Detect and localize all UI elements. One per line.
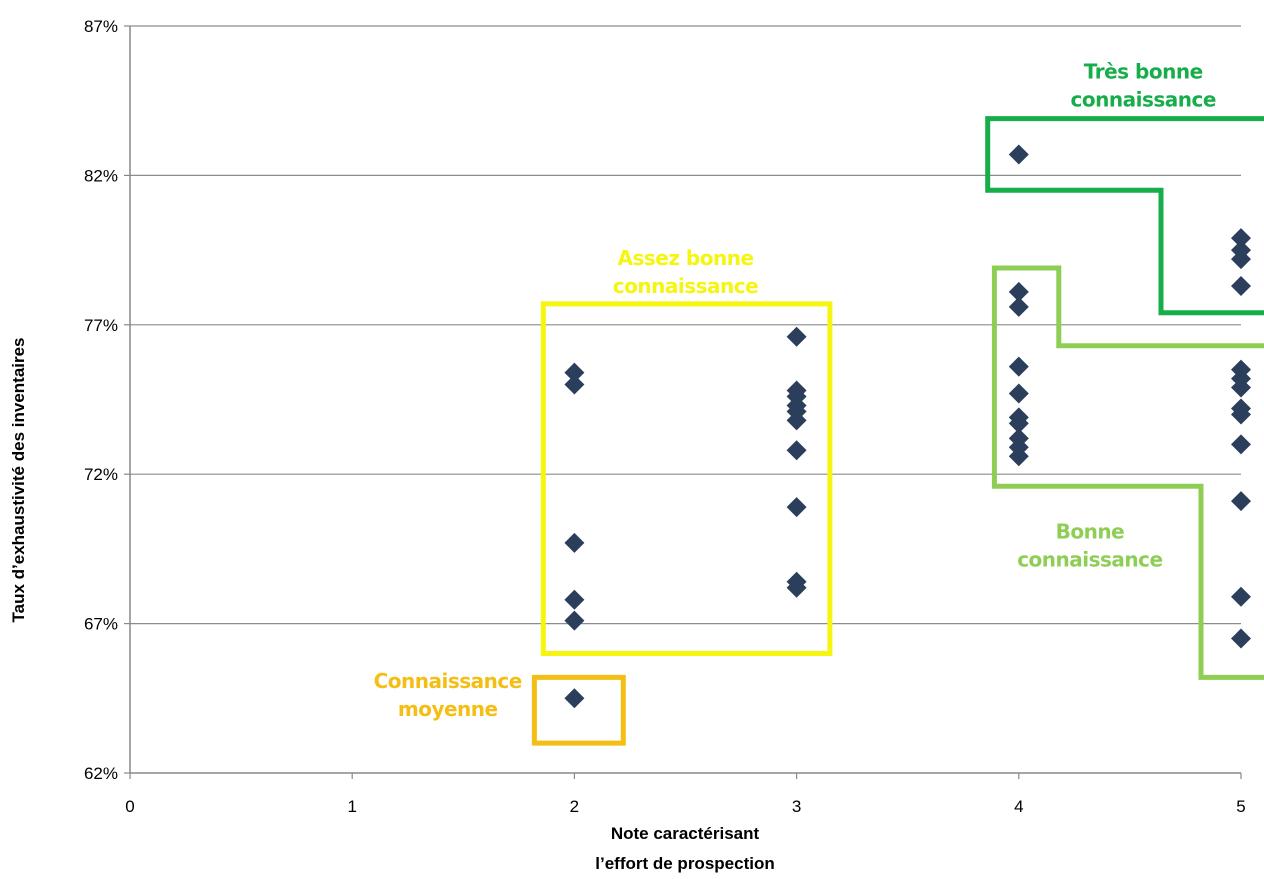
y-tick-label: 77% — [84, 316, 118, 335]
zone-labels: Connaissance moyenne Assez bonne connaissan… — [374, 59, 1217, 721]
data-point — [564, 688, 585, 709]
data-point — [564, 374, 585, 395]
tick-labels: 62% 67% 72% 77% 82% 87% 0 1 2 3 4 5 — [84, 17, 1246, 816]
data-point — [1231, 491, 1251, 512]
y-tick-label: 82% — [84, 166, 118, 185]
data-point — [786, 440, 807, 461]
x-tick-label: 2 — [570, 797, 579, 816]
data-point — [1008, 356, 1029, 377]
data-point — [1231, 398, 1251, 419]
data-point — [1008, 383, 1029, 404]
y-tick-label: 87% — [84, 17, 118, 36]
y-axis-title: Taux d’exhaustivité des inventaires — [9, 337, 28, 622]
data-points — [564, 144, 1251, 709]
y-tick-label: 67% — [84, 615, 118, 634]
x-tick-label: 4 — [1014, 797, 1023, 816]
data-point — [786, 326, 807, 347]
zone-label: connaissance — [1017, 547, 1162, 571]
data-point — [564, 532, 585, 553]
x-axis-title-line-2: l’effort de prospection — [595, 854, 774, 873]
x-tick-label: 3 — [792, 797, 801, 816]
data-point — [1231, 434, 1251, 455]
y-tick-label: 72% — [84, 465, 118, 484]
data-point — [564, 362, 585, 383]
x-tick-label: 0 — [125, 797, 134, 816]
zone-label: Bonne — [1056, 519, 1125, 543]
data-point — [1008, 144, 1029, 165]
zone-outline — [531, 674, 626, 746]
axes — [124, 25, 1242, 779]
data-point — [786, 571, 807, 592]
x-tick-label: 5 — [1236, 797, 1245, 816]
data-point — [786, 380, 807, 401]
data-point — [1008, 281, 1029, 302]
zone-label: moyenne — [398, 697, 498, 721]
data-point — [564, 610, 585, 631]
data-point — [1231, 228, 1251, 249]
data-point — [1008, 407, 1029, 428]
x-axis-title-line-1: Note caractérisant — [611, 824, 760, 843]
zone-outline — [540, 301, 833, 656]
data-point — [1231, 359, 1251, 380]
data-point — [1008, 296, 1029, 317]
data-point — [1231, 628, 1251, 649]
y-tick-label: 62% — [84, 764, 118, 783]
knowledge-zones — [531, 116, 1264, 746]
x-tick-label: 1 — [347, 797, 356, 816]
data-point — [1008, 428, 1029, 449]
zone-outline — [985, 116, 1264, 316]
data-point — [1231, 586, 1251, 607]
zone-label: connaissance — [1071, 87, 1216, 111]
zone-label: Connaissance — [374, 669, 522, 693]
zone-outline — [991, 265, 1264, 680]
data-point — [1231, 275, 1251, 296]
data-point — [1231, 240, 1251, 261]
zone-label: Très bonne — [1084, 59, 1203, 83]
grid-lines — [130, 25, 1241, 625]
zone-label: connaissance — [613, 274, 758, 298]
data-point — [564, 589, 585, 610]
zone-label: Assez bonne — [617, 246, 753, 270]
data-point — [786, 497, 807, 518]
